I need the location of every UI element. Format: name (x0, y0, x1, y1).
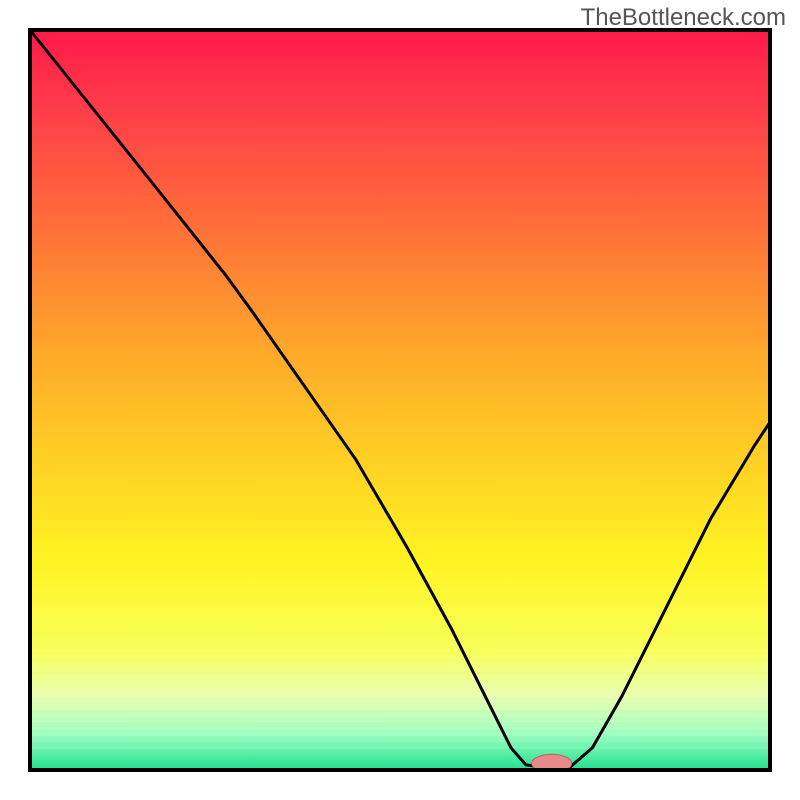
chart-container: TheBottleneck.com (0, 0, 800, 800)
gradient-background (30, 30, 770, 770)
watermark-text: TheBottleneck.com (581, 4, 786, 32)
bottleneck-chart (0, 0, 800, 800)
